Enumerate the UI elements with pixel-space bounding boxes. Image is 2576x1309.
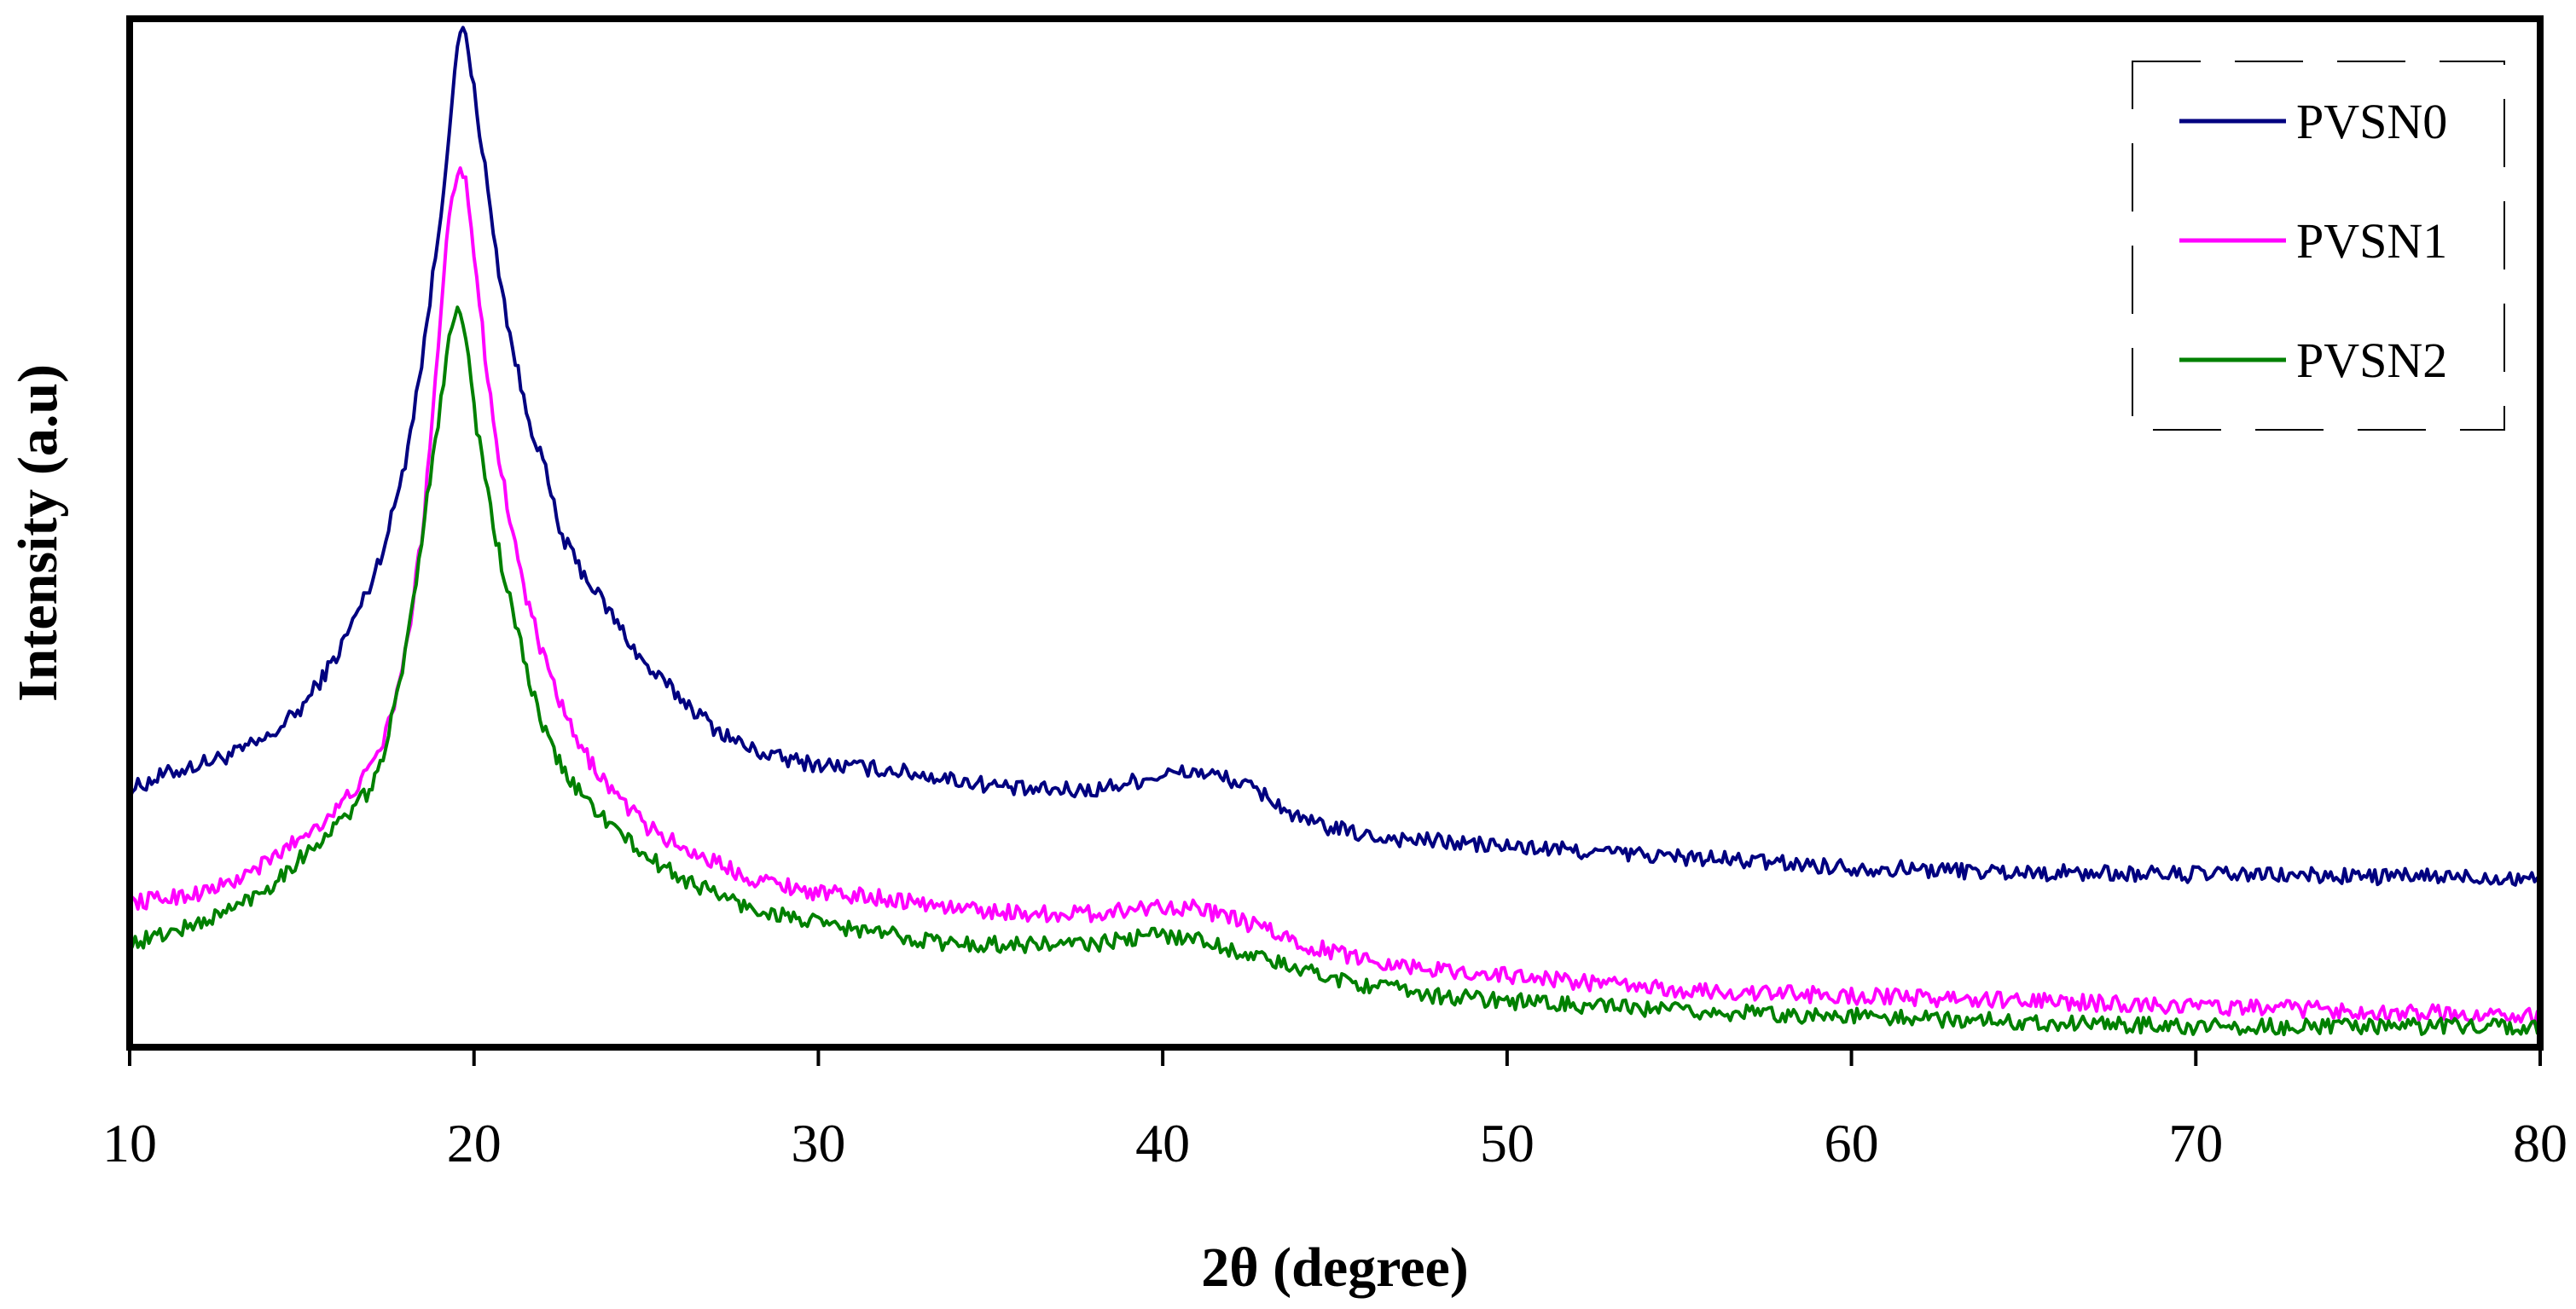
legend-label-pvsn2: PVSN2 — [2296, 333, 2447, 388]
y-axis-title: Intensity (a.u) — [7, 364, 69, 702]
legend-label-pvsn1: PVSN1 — [2296, 213, 2447, 269]
x-tick-label-10: 10 — [102, 1113, 157, 1173]
x-tick-label-70: 70 — [2168, 1113, 2223, 1173]
series-line-pvsn2 — [128, 305, 2542, 1037]
legend: PVSN0 PVSN1 PVSN2 — [2132, 61, 2505, 431]
x-axis-tick-labels: 10 20 30 40 50 60 70 80 — [102, 1113, 2567, 1173]
x-tick-label-60: 60 — [1825, 1113, 1879, 1173]
series-line-pvsn1 — [128, 166, 2541, 1026]
x-tick-label-50: 50 — [1480, 1113, 1535, 1173]
x-axis-title: 2θ (degree) — [1201, 1237, 1469, 1299]
x-tick-label-30: 30 — [791, 1113, 845, 1173]
legend-items: PVSN0 PVSN1 PVSN2 — [2179, 94, 2447, 388]
x-tick-label-80: 80 — [2513, 1113, 2567, 1173]
series-line-pvsn0 — [128, 26, 2541, 887]
legend-label-pvsn0: PVSN0 — [2296, 94, 2447, 149]
x-tick-label-20: 20 — [447, 1113, 502, 1173]
x-axis-ticks — [128, 1047, 2542, 1066]
series-layer — [128, 26, 2542, 1037]
x-tick-label-40: 40 — [1135, 1113, 1190, 1173]
plot-frame — [126, 15, 2544, 1051]
